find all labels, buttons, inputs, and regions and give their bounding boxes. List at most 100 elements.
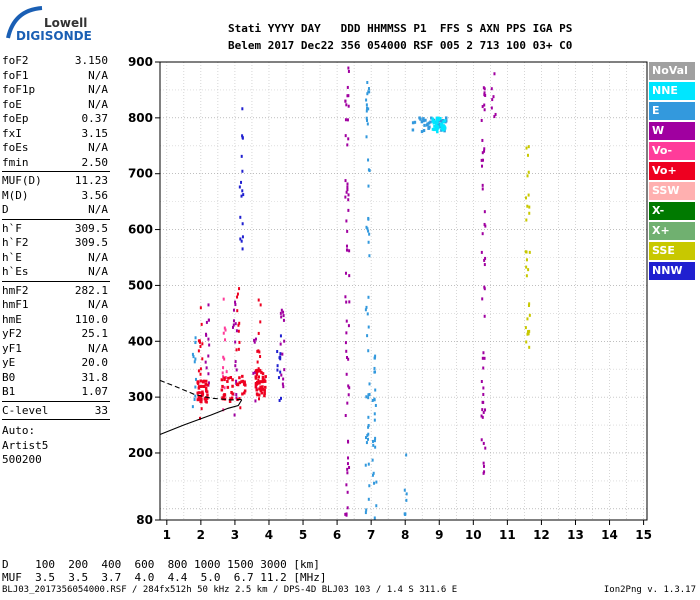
echo-mark (207, 318, 210, 322)
echo-mark (405, 492, 408, 496)
echo-mark (528, 211, 531, 215)
param-name: foEp (2, 112, 29, 125)
echo-mark (440, 128, 443, 132)
echo-mark (260, 391, 264, 395)
echo-mark (427, 126, 431, 130)
echo-mark (527, 170, 530, 174)
echo-mark (373, 418, 376, 422)
echo-mark (221, 384, 224, 388)
digisonde-logo: Lowell DIGISONDE (4, 4, 134, 50)
echo-mark (346, 94, 349, 98)
echo-mark (483, 287, 486, 291)
param-value: N/A (88, 83, 108, 96)
param-row-hme: hmE 110.0 (2, 313, 108, 327)
echo-mark (526, 174, 529, 178)
echo-mark (420, 130, 424, 134)
echo-mark (481, 138, 484, 142)
echo-mark (366, 106, 369, 110)
echo-mark (365, 441, 368, 445)
echo-mark (256, 360, 259, 364)
x-tick-label: 10 (465, 528, 482, 542)
echo-mark (237, 323, 240, 327)
echo-mark (234, 364, 237, 368)
param-name: M(D) (2, 188, 29, 202)
echo-mark (259, 355, 262, 359)
echo-mark (480, 380, 483, 384)
param-row-fof1: foF1 N/A (2, 69, 108, 83)
param-value: 2.50 (81, 155, 109, 169)
param-value: 20.0 (81, 356, 109, 369)
echo-mark (243, 391, 246, 395)
echo-mark (261, 375, 265, 379)
echo-mark (237, 347, 240, 351)
echo-mark (235, 396, 238, 400)
param-name: h`F2 (2, 236, 29, 249)
echo-mark (347, 104, 350, 108)
echo-mark (193, 397, 196, 401)
param-name: foF1p (2, 83, 36, 96)
logo-lowell-text: Lowell (44, 16, 88, 30)
echo-mark (235, 348, 238, 352)
param-row-b0: B0 31.8 (2, 371, 108, 385)
header-labels: Stati YYYY DAY DDD HHMMSS P1 FFS S AXN P… (228, 22, 573, 35)
echo-mark (241, 247, 244, 251)
param-name: yF2 (2, 327, 22, 340)
echo-mark (222, 366, 225, 370)
param-row-fmin: fmin 2.50 (2, 156, 108, 170)
echo-mark (366, 92, 369, 96)
echo-mark (231, 325, 234, 329)
echo-mark (347, 69, 350, 73)
echo-mark (244, 383, 247, 387)
echo-mark (374, 436, 377, 440)
echo-mark (484, 256, 487, 260)
echo-mark (364, 463, 367, 467)
param-value: 3.56 (81, 188, 109, 202)
param-separator (2, 419, 110, 420)
echo-mark (367, 349, 370, 353)
param-name: hmF1 (2, 298, 29, 311)
param-row-h-es: h`Es N/A (2, 265, 108, 279)
echo-mark (483, 314, 486, 318)
echo-mark (422, 117, 425, 121)
echo-mark (200, 384, 203, 388)
echo-mark (431, 117, 434, 121)
echo-mark (240, 180, 243, 184)
param-row-yf2: yF2 25.1 (2, 327, 108, 341)
echo-mark (205, 320, 208, 324)
echo-mark (524, 326, 527, 330)
echo-mark (528, 205, 531, 209)
echo-mark (224, 328, 227, 332)
echo-mark (405, 453, 408, 457)
echo-mark (257, 378, 260, 382)
echo-mark (221, 371, 224, 375)
echo-mark (528, 329, 531, 333)
echo-mark (279, 334, 282, 338)
echo-mark (276, 364, 279, 368)
echo-mark (480, 250, 483, 254)
echo-mark (371, 473, 374, 477)
echo-mark (346, 118, 349, 122)
echo-mark (435, 128, 439, 132)
echo-mark (367, 229, 370, 233)
echo-mark (194, 385, 197, 389)
echo-mark (344, 118, 347, 122)
echo-mark (364, 308, 367, 312)
echo-mark (367, 437, 370, 441)
echo-mark (226, 385, 230, 389)
param-row-foes: foEs N/A (2, 141, 108, 155)
echo-mark (208, 343, 211, 347)
plot-frame (159, 61, 648, 521)
echo-mark (197, 391, 201, 395)
param-row-h-f: h`F 309.5 (2, 222, 108, 236)
echo-mark (201, 357, 204, 361)
echo-mark (422, 129, 426, 133)
echo-mark (372, 471, 375, 475)
echo-mark (192, 355, 195, 359)
echo-mark (220, 388, 224, 392)
echo-mark (492, 95, 495, 99)
x-tick-label: 4 (265, 528, 273, 542)
echo-mark (278, 398, 281, 402)
echo-mark (480, 414, 483, 418)
echo-mark (367, 325, 370, 329)
autoscaler-line3: 500200 (2, 453, 42, 466)
